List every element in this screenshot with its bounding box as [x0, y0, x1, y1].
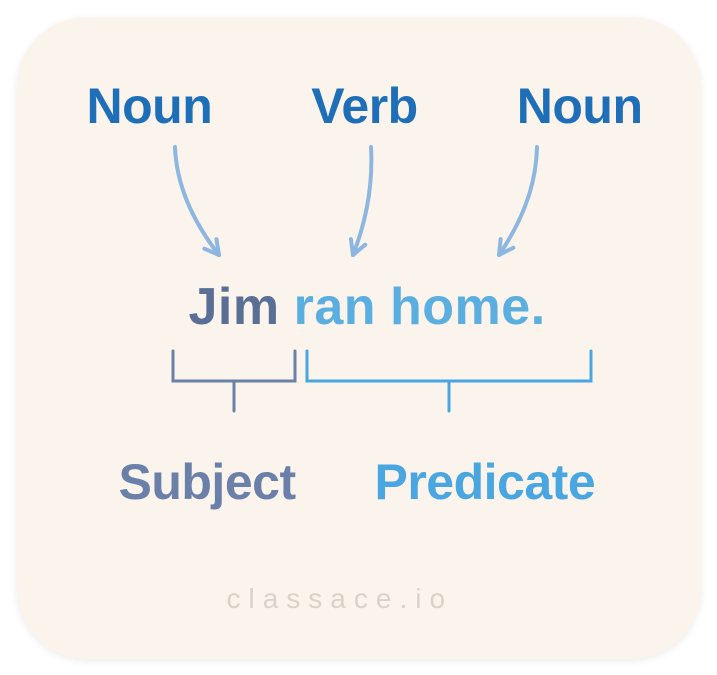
brackets-layer — [17, 17, 701, 659]
diagram-card: Noun Verb Noun Jim ran home. Subject Pre… — [17, 17, 701, 659]
label-subject: Subject — [119, 453, 296, 511]
label-predicate: Predicate — [375, 453, 596, 511]
watermark: classace.io — [227, 583, 454, 615]
